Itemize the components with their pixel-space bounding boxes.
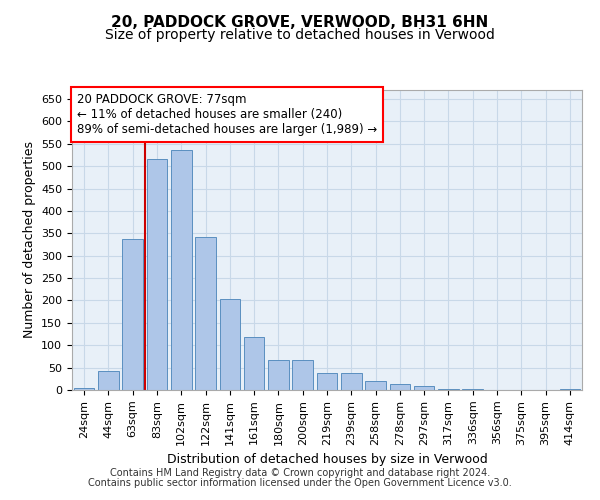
Bar (195, 237, 216, 390)
Bar (268, 360, 289, 390)
Bar (365, 382, 386, 390)
Bar (122, 238, 143, 390)
Bar (341, 374, 362, 390)
Bar (74, 388, 94, 390)
Bar (292, 360, 313, 390)
Bar (220, 298, 240, 390)
Bar (244, 336, 265, 390)
Bar (317, 373, 337, 390)
Bar (463, 388, 483, 390)
Bar (438, 388, 459, 390)
Text: Contains HM Land Registry data © Crown copyright and database right 2024.: Contains HM Land Registry data © Crown c… (110, 468, 490, 477)
Y-axis label: Number of detached properties: Number of detached properties (23, 142, 35, 338)
Bar (414, 386, 434, 390)
Text: Contains public sector information licensed under the Open Government Licence v3: Contains public sector information licen… (88, 478, 512, 488)
Bar (146, 158, 167, 390)
Text: Size of property relative to detached houses in Verwood: Size of property relative to detached ho… (105, 28, 495, 42)
X-axis label: Distribution of detached houses by size in Verwood: Distribution of detached houses by size … (167, 453, 487, 466)
Text: 20, PADDOCK GROVE, VERWOOD, BH31 6HN: 20, PADDOCK GROVE, VERWOOD, BH31 6HN (112, 15, 488, 30)
Bar (560, 389, 580, 390)
Bar (171, 150, 191, 390)
Bar (98, 370, 119, 390)
Bar (389, 384, 410, 390)
Text: 20 PADDOCK GROVE: 77sqm
← 11% of detached houses are smaller (240)
89% of semi-d: 20 PADDOCK GROVE: 77sqm ← 11% of detache… (77, 93, 377, 136)
